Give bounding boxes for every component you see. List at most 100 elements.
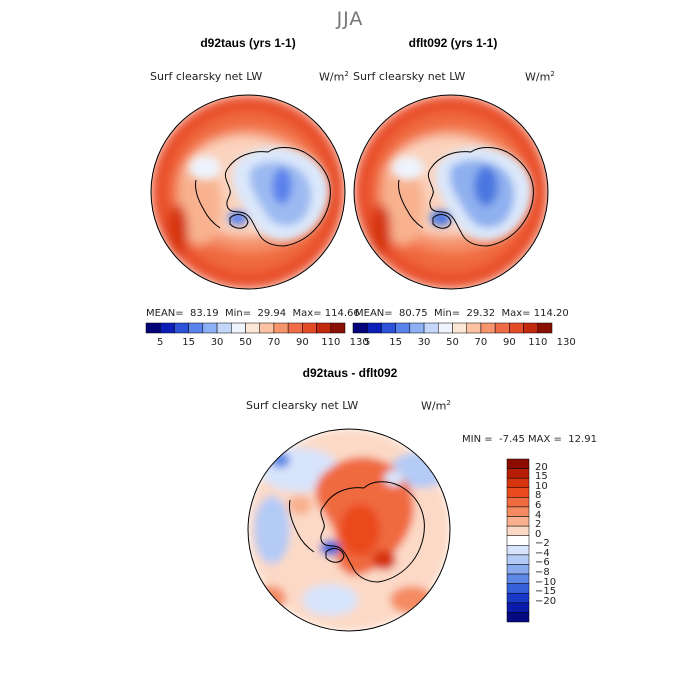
colorbar-tick-label: 8 — [535, 490, 542, 502]
colorbar-swatch — [506, 554, 530, 565]
colorbar-tick-label: 50 — [446, 337, 459, 348]
colorbar-swatch — [506, 468, 530, 479]
colorbar-swatch — [174, 322, 189, 334]
panel3-stats: MIN = -7.45 MAX = 12.91 — [462, 434, 597, 445]
colorbar-tick-label: −15 — [535, 586, 557, 598]
colorbar-swatch — [145, 322, 161, 334]
panel2-units-label: W/m2 — [525, 70, 555, 84]
colorbar-tick-label: 130 — [349, 337, 369, 348]
panel2-variable-label: Surf clearsky net LW — [353, 70, 466, 83]
colorbar-swatch — [537, 322, 553, 334]
panel2-title: dflt092 (yrs 1-1) — [408, 36, 498, 50]
colorbar-swatch — [423, 322, 439, 334]
colorbar-tick-label: 110 — [528, 337, 548, 348]
colorbar-tick-label: 90 — [295, 337, 309, 348]
colorbar-tick-label: 15 — [182, 337, 195, 348]
colorbar-swatch — [409, 322, 425, 334]
colorbar-swatch — [273, 322, 289, 334]
colorbar-swatch — [506, 583, 530, 594]
colorbar-tick-label: 70 — [267, 337, 281, 348]
colorbar-tick-label: 0 — [535, 528, 542, 540]
panel1-variable-label: Surf clearsky net LW — [150, 70, 263, 83]
colorbar-swatch — [506, 573, 530, 584]
panel3-units-label: W/m2 — [421, 399, 451, 413]
colorbar-swatch — [216, 322, 232, 334]
panel1-max: 114.66 — [324, 308, 360, 319]
colorbar-swatch — [506, 592, 530, 604]
panel3-max: 12.91 — [568, 434, 597, 445]
colorbar-tick-label: 4 — [535, 509, 542, 521]
panel1-polar-map — [150, 94, 346, 290]
panel1-mean: 83.19 — [190, 308, 219, 319]
colorbar-tick-label: 5 — [364, 337, 371, 348]
colorbar-tick-label: −8 — [535, 567, 550, 579]
panel3-title: d92taus - dflt092 — [302, 366, 398, 380]
colorbar-swatch — [231, 322, 246, 334]
panel2-colorbar — [352, 322, 553, 334]
colorbar-swatch — [506, 602, 530, 613]
colorbar-tick-label: 90 — [502, 337, 516, 348]
colorbar-swatch — [438, 322, 453, 334]
colorbar-tick-label: 2 — [535, 519, 542, 531]
panel2-max: 114.20 — [533, 308, 569, 319]
colorbar-tick-label: 130 — [556, 337, 576, 348]
panel1-colorbar — [145, 322, 346, 334]
colorbar-swatch — [506, 564, 530, 575]
colorbar-swatch — [316, 322, 332, 334]
colorbar-swatch — [330, 322, 346, 334]
colorbar-swatch — [188, 322, 204, 334]
colorbar-swatch — [381, 322, 396, 334]
colorbar-tick-label: 110 — [321, 337, 341, 348]
panel1-title: d92taus (yrs 1-1) — [200, 36, 296, 50]
colorbar-swatch — [506, 458, 530, 469]
panel3-min: -7.45 — [498, 434, 525, 445]
colorbar-swatch — [287, 322, 303, 334]
colorbar-tick-label: −2 — [535, 538, 550, 550]
panel2-stats: MEAN= 80.75 Min= 29.32 Max= 114.20 — [355, 308, 569, 319]
colorbar-swatch — [506, 477, 530, 489]
panel2-mean: 80.75 — [399, 308, 428, 319]
colorbar-swatch — [395, 322, 411, 334]
colorbar-swatch — [159, 322, 175, 334]
colorbar-tick-label: −20 — [535, 595, 557, 607]
colorbar-swatch — [366, 322, 382, 334]
colorbar-swatch — [506, 545, 530, 556]
panel1-units-label: W/m2 — [319, 70, 349, 84]
colorbar-swatch — [506, 497, 530, 508]
colorbar-tick-label: −10 — [535, 576, 557, 588]
colorbar-tick-label: 5 — [157, 337, 164, 348]
colorbar-swatch — [523, 322, 539, 334]
colorbar-swatch — [352, 322, 368, 334]
colorbar-tick-label: 20 — [535, 461, 548, 473]
colorbar-swatch — [245, 322, 260, 334]
colorbar-swatch — [259, 322, 275, 334]
colorbar-tick-label: 30 — [210, 337, 224, 348]
colorbar-swatch — [452, 322, 467, 334]
colorbar-tick-label: 15 — [535, 471, 548, 483]
colorbar-swatch — [302, 322, 317, 334]
colorbar-swatch — [506, 487, 530, 498]
colorbar-tick-label: 15 — [389, 337, 402, 348]
colorbar-swatch — [506, 525, 530, 536]
panel3-colorbar — [506, 458, 530, 623]
colorbar-swatch — [509, 322, 524, 334]
panel3-polar-map — [247, 428, 451, 632]
panel1-stats: MEAN= 83.19 Min= 29.94 Max= 114.66 — [146, 308, 360, 319]
colorbar-swatch — [506, 506, 530, 517]
colorbar-tick-label: 10 — [535, 480, 548, 492]
colorbar-tick-label: 70 — [474, 337, 488, 348]
colorbar-swatch — [506, 516, 530, 527]
colorbar-swatch — [202, 322, 218, 334]
colorbar-swatch — [506, 535, 530, 546]
colorbar-tick-label: −4 — [535, 547, 550, 559]
colorbar-tick-label: −6 — [535, 557, 550, 569]
figure-title: JJA — [336, 8, 364, 30]
panel3-variable-label: Surf clearsky net LW — [246, 399, 359, 412]
panel1-min: 29.94 — [257, 308, 287, 319]
panel2-min: 29.32 — [466, 308, 496, 319]
colorbar-swatch — [480, 322, 496, 334]
colorbar-tick-label: 6 — [535, 499, 542, 511]
panel2-polar-map — [353, 94, 549, 290]
colorbar-swatch — [494, 322, 510, 334]
